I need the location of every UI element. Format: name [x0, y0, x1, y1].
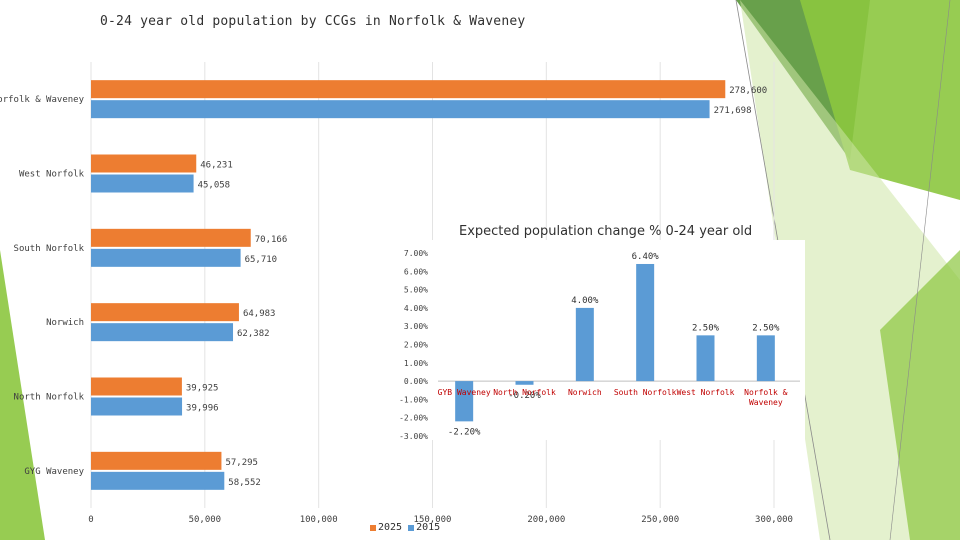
- data-label-2015-norwich: 62,382: [237, 329, 270, 339]
- x-tick-label: 200,000: [527, 515, 565, 525]
- legend-label-2015: 2015: [416, 522, 441, 533]
- x-tick-label: 250,000: [641, 515, 679, 525]
- bar-2015-gyg-waveney: [91, 471, 225, 490]
- inset-labels: -3.00% -2.00% -1.00% 0.00% 1.00% 2.00% 3.00% 4.…: [399, 249, 788, 441]
- category-label-norwich: Norwich: [46, 318, 84, 328]
- category-label-west-norfolk: West Norfolk: [677, 388, 735, 397]
- data-label-2015-norfolk-waveney: 271,698: [714, 106, 752, 116]
- change-value-label-north-norfolk: -0.20%: [508, 391, 541, 401]
- y-tick-label: 1.00%: [404, 359, 428, 368]
- category-label-norfolk-waveney: Norfolk &: [744, 388, 788, 397]
- change-bar-norfolk-waveney: [756, 335, 775, 382]
- y-tick-label: 7.00%: [404, 249, 428, 258]
- data-label-2015-gyg-waveney: 58,552: [228, 478, 261, 488]
- category-label-norfolk-waveney: Norfolk & Waveney: [0, 95, 85, 105]
- bar-2015-norwich: [91, 323, 234, 342]
- y-tick-label: 6.00%: [404, 267, 428, 276]
- change-value-label-west-norfolk: 2.50%: [692, 323, 720, 333]
- data-label-2025-west-norfolk: 46,231: [200, 161, 233, 171]
- y-tick-label: 4.00%: [404, 304, 428, 313]
- change-bar-south-norfolk: [636, 263, 655, 382]
- inset-bars: [455, 263, 775, 422]
- category-label-north-norfolk: North Norfolk: [14, 393, 85, 403]
- y-tick-label: -3.00%: [399, 432, 428, 441]
- right-green-mid-shape: [800, 0, 960, 200]
- inset-chart-title: Expected population change % 0-24 year o…: [459, 224, 753, 239]
- legend-item-2015: 2015: [408, 522, 440, 533]
- bar-2025-south-norfolk: [91, 228, 251, 247]
- x-tick-label: 50,000: [189, 515, 222, 525]
- bar-2025-west-norfolk: [91, 154, 197, 173]
- bar-2025-norfolk-waveney: [91, 80, 726, 99]
- category-label-norwich: Norwich: [568, 388, 602, 397]
- bar-2025-norwich: [91, 303, 239, 322]
- legend-label-2025: 2025: [378, 522, 403, 533]
- main-bars: [91, 80, 726, 490]
- main-labels: 0 50,000 100,000 150,000 200,000 250,000 300,0…: [0, 86, 793, 525]
- change-bar-gyb-waveney: [455, 381, 474, 422]
- y-tick-label: 3.00%: [404, 322, 428, 331]
- legend-swatch-2025: [370, 524, 376, 531]
- x-tick-label: 300,000: [755, 515, 793, 525]
- category-label-south-norfolk: South Norfolk: [14, 244, 85, 254]
- x-tick-label: 100,000: [300, 515, 338, 525]
- data-label-2015-south-norfolk: 65,710: [245, 255, 278, 265]
- category-label-north-norfolk: North Norfolk: [493, 388, 556, 397]
- left-green-shape: [0, 250, 45, 540]
- data-label-2025-south-norfolk: 70,166: [255, 235, 288, 245]
- change-bar-west-norfolk: [696, 335, 715, 382]
- y-tick-label: -2.00%: [399, 414, 428, 423]
- legend-swatch-2015: [408, 524, 415, 531]
- change-value-label-norwich: 4.00%: [571, 296, 599, 306]
- main-chart-legend: 2025 2015: [370, 522, 440, 533]
- category-label-south-norfolk: South Norfolk: [614, 388, 677, 397]
- legend-item-2025: 2025: [370, 522, 402, 533]
- data-label-2015-west-norfolk: 45,058: [198, 181, 231, 191]
- bar-2015-norfolk-waveney: [91, 100, 710, 119]
- decorative-line: [889, 0, 951, 540]
- y-tick-label: 5.00%: [404, 286, 428, 295]
- change-value-label-gyb-waveney: -2.20%: [448, 427, 481, 437]
- bar-2015-south-norfolk: [91, 248, 241, 267]
- data-label-2025-north-norfolk: 39,925: [186, 384, 219, 394]
- data-label-2025-gyg-waveney: 57,295: [225, 458, 258, 468]
- data-label-2025-norwich: 64,983: [243, 309, 276, 319]
- right-green-bottom-shape: [880, 250, 960, 540]
- category-label-gyg-waveney: GYG Waveney: [24, 467, 84, 477]
- data-label-2015-north-norfolk: 39,996: [186, 404, 219, 414]
- change-bar-north-norfolk: [515, 381, 534, 385]
- category-label-norfolk-waveney: Waveney: [749, 398, 783, 407]
- change-value-label-south-norfolk: 6.40%: [632, 252, 660, 262]
- y-tick-label: 0.00%: [404, 377, 428, 386]
- bar-2015-north-norfolk: [91, 397, 183, 416]
- x-tick-label: 150,000: [414, 515, 452, 525]
- x-tick-label: 0: [88, 515, 93, 525]
- category-label-west-norfolk: West Norfolk: [19, 170, 85, 180]
- data-label-2025-norfolk-waveney: 278,600: [729, 86, 767, 96]
- y-tick-label: 2.00%: [404, 341, 428, 350]
- bar-2025-north-norfolk: [91, 377, 182, 396]
- change-value-label-norfolk-waveney: 2.50%: [752, 323, 780, 333]
- y-tick-label: -1.00%: [399, 395, 428, 404]
- main-chart-title: 0-24 year old population by CCGs in Norf…: [100, 14, 526, 29]
- change-bar-norwich: [575, 307, 594, 382]
- bar-2015-west-norfolk: [91, 174, 194, 193]
- category-label-gyb-waveney: GYB Waveney: [438, 388, 491, 397]
- bar-2025-gyg-waveney: [91, 451, 222, 470]
